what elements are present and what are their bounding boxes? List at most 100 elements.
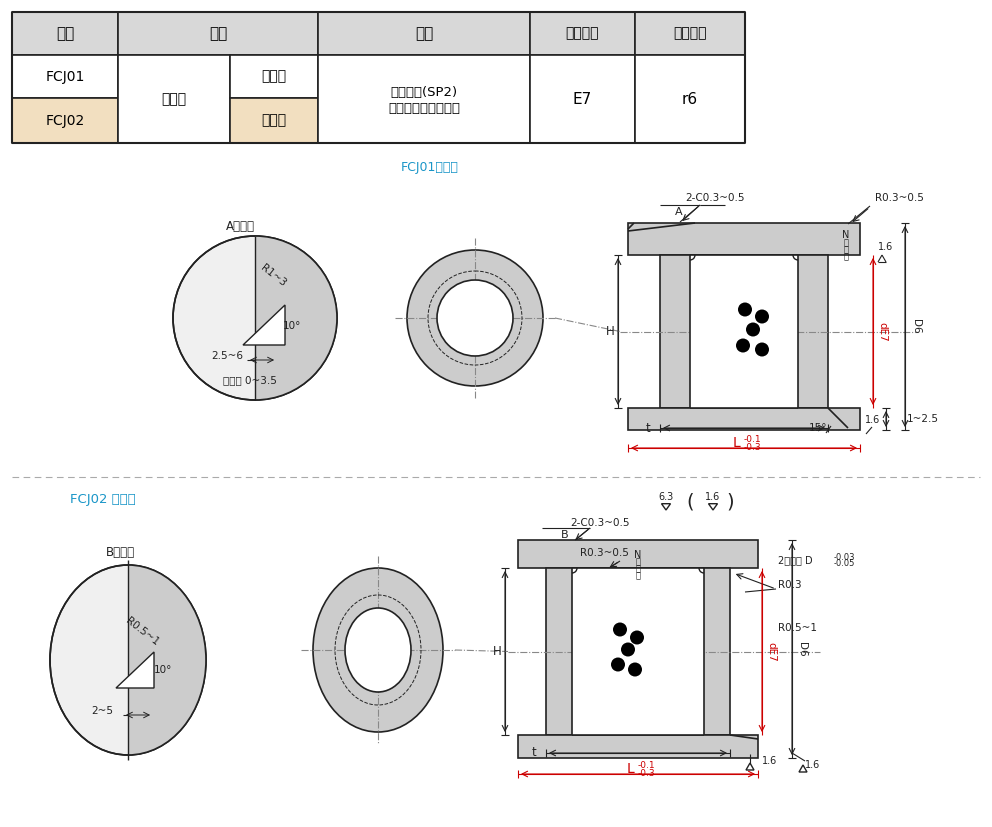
- Text: 粗: 粗: [843, 238, 848, 247]
- Ellipse shape: [437, 280, 513, 356]
- Text: 1~2.5: 1~2.5: [907, 414, 939, 424]
- Text: 15°: 15°: [808, 423, 827, 433]
- Bar: [118, 12, 318, 55]
- Text: R0.3~0.5: R0.3~0.5: [875, 193, 924, 203]
- Ellipse shape: [407, 250, 543, 386]
- Text: 内径公差: 内径公差: [565, 26, 599, 41]
- Bar: [635, 55, 745, 143]
- Wedge shape: [128, 460, 328, 827]
- Text: FCJ01: FCJ01: [46, 69, 84, 84]
- Text: 1.6: 1.6: [805, 760, 820, 770]
- Text: 糙: 糙: [843, 246, 848, 255]
- Text: -0.05: -0.05: [834, 560, 855, 568]
- Text: H: H: [493, 645, 501, 658]
- Text: -0.1: -0.1: [743, 436, 761, 444]
- Text: L: L: [732, 436, 740, 450]
- Polygon shape: [243, 305, 285, 345]
- Bar: [12, 55, 118, 98]
- Text: （镶嵌固体润滑剂）: （镶嵌固体润滑剂）: [388, 103, 460, 116]
- Bar: [660, 255, 828, 408]
- Bar: [230, 98, 318, 143]
- Wedge shape: [128, 518, 271, 802]
- Text: L: L: [626, 762, 634, 776]
- Ellipse shape: [345, 608, 411, 692]
- Ellipse shape: [313, 568, 443, 732]
- Text: R1~3: R1~3: [259, 263, 288, 289]
- Text: FCJ02: FCJ02: [46, 113, 84, 127]
- Bar: [530, 12, 635, 55]
- Text: 薄壁型: 薄壁型: [262, 113, 287, 127]
- Circle shape: [630, 630, 644, 644]
- Text: 2~5: 2~5: [91, 706, 113, 716]
- Text: dE7: dE7: [766, 642, 776, 662]
- Circle shape: [755, 309, 769, 323]
- Text: B部详图: B部详图: [105, 547, 135, 560]
- Text: FCJ01标准型: FCJ01标准型: [401, 161, 459, 174]
- Bar: [635, 12, 745, 55]
- Text: R0.5~1: R0.5~1: [124, 616, 161, 648]
- Bar: [230, 55, 318, 98]
- Text: N: N: [634, 550, 642, 560]
- Text: (: (: [686, 493, 693, 512]
- Circle shape: [755, 342, 769, 356]
- Text: D6: D6: [911, 319, 921, 334]
- Text: R0.3: R0.3: [778, 580, 802, 590]
- Polygon shape: [116, 652, 154, 688]
- Text: 外径公差: 外径公差: [674, 26, 706, 41]
- Bar: [12, 12, 118, 55]
- Text: 高力黄铜(SP2): 高力黄铜(SP2): [391, 85, 457, 98]
- Text: 2-C0.3~0.5: 2-C0.3~0.5: [685, 193, 745, 203]
- Circle shape: [628, 662, 642, 676]
- Text: D6: D6: [797, 642, 807, 657]
- Text: -0.1: -0.1: [637, 762, 655, 771]
- Text: 带肩式: 带肩式: [162, 92, 186, 106]
- Circle shape: [613, 623, 627, 637]
- Bar: [318, 55, 530, 143]
- Bar: [12, 98, 118, 143]
- Text: 1.6: 1.6: [878, 242, 894, 252]
- Bar: [572, 568, 704, 735]
- Text: 1.6: 1.6: [762, 756, 778, 766]
- Text: B: B: [561, 530, 568, 540]
- Bar: [518, 540, 758, 568]
- Text: R0.5~1: R0.5~1: [778, 623, 817, 633]
- Wedge shape: [255, 236, 337, 400]
- Bar: [628, 223, 860, 255]
- Text: t: t: [646, 422, 651, 434]
- Text: ): ): [726, 493, 734, 512]
- Bar: [546, 568, 730, 735]
- Text: 2-C0.3~0.5: 2-C0.3~0.5: [570, 518, 630, 528]
- Text: dE7: dE7: [877, 322, 887, 342]
- Text: -0.3: -0.3: [637, 769, 655, 778]
- Text: 糙: 糙: [636, 565, 641, 573]
- Text: 标准型: 标准型: [262, 69, 287, 84]
- Text: 1.6: 1.6: [705, 492, 720, 502]
- Bar: [318, 12, 530, 55]
- Circle shape: [738, 303, 752, 317]
- Text: -0.03: -0.03: [834, 552, 855, 562]
- Bar: [628, 408, 860, 430]
- Bar: [690, 255, 798, 408]
- Text: 度: 度: [843, 252, 848, 261]
- Text: 材质: 材质: [415, 26, 434, 41]
- Circle shape: [173, 236, 337, 400]
- Circle shape: [621, 643, 635, 657]
- Text: 2.5~6: 2.5~6: [211, 351, 243, 361]
- Text: A部详图: A部详图: [225, 219, 255, 232]
- Text: 类型: 类型: [209, 26, 227, 41]
- Text: -0.3: -0.3: [743, 443, 761, 452]
- Text: 2导入部 D: 2导入部 D: [778, 555, 812, 565]
- Text: 度: 度: [636, 571, 641, 581]
- Text: 1.6: 1.6: [865, 415, 881, 425]
- Text: N: N: [842, 230, 850, 240]
- Text: H: H: [606, 325, 614, 338]
- Circle shape: [736, 338, 750, 352]
- Bar: [518, 735, 758, 758]
- Text: 10°: 10°: [283, 321, 302, 331]
- Text: t: t: [532, 747, 537, 759]
- Text: 6.3: 6.3: [659, 492, 674, 502]
- Bar: [118, 55, 230, 143]
- Circle shape: [746, 323, 760, 337]
- Text: E7: E7: [572, 92, 592, 107]
- Circle shape: [611, 657, 625, 672]
